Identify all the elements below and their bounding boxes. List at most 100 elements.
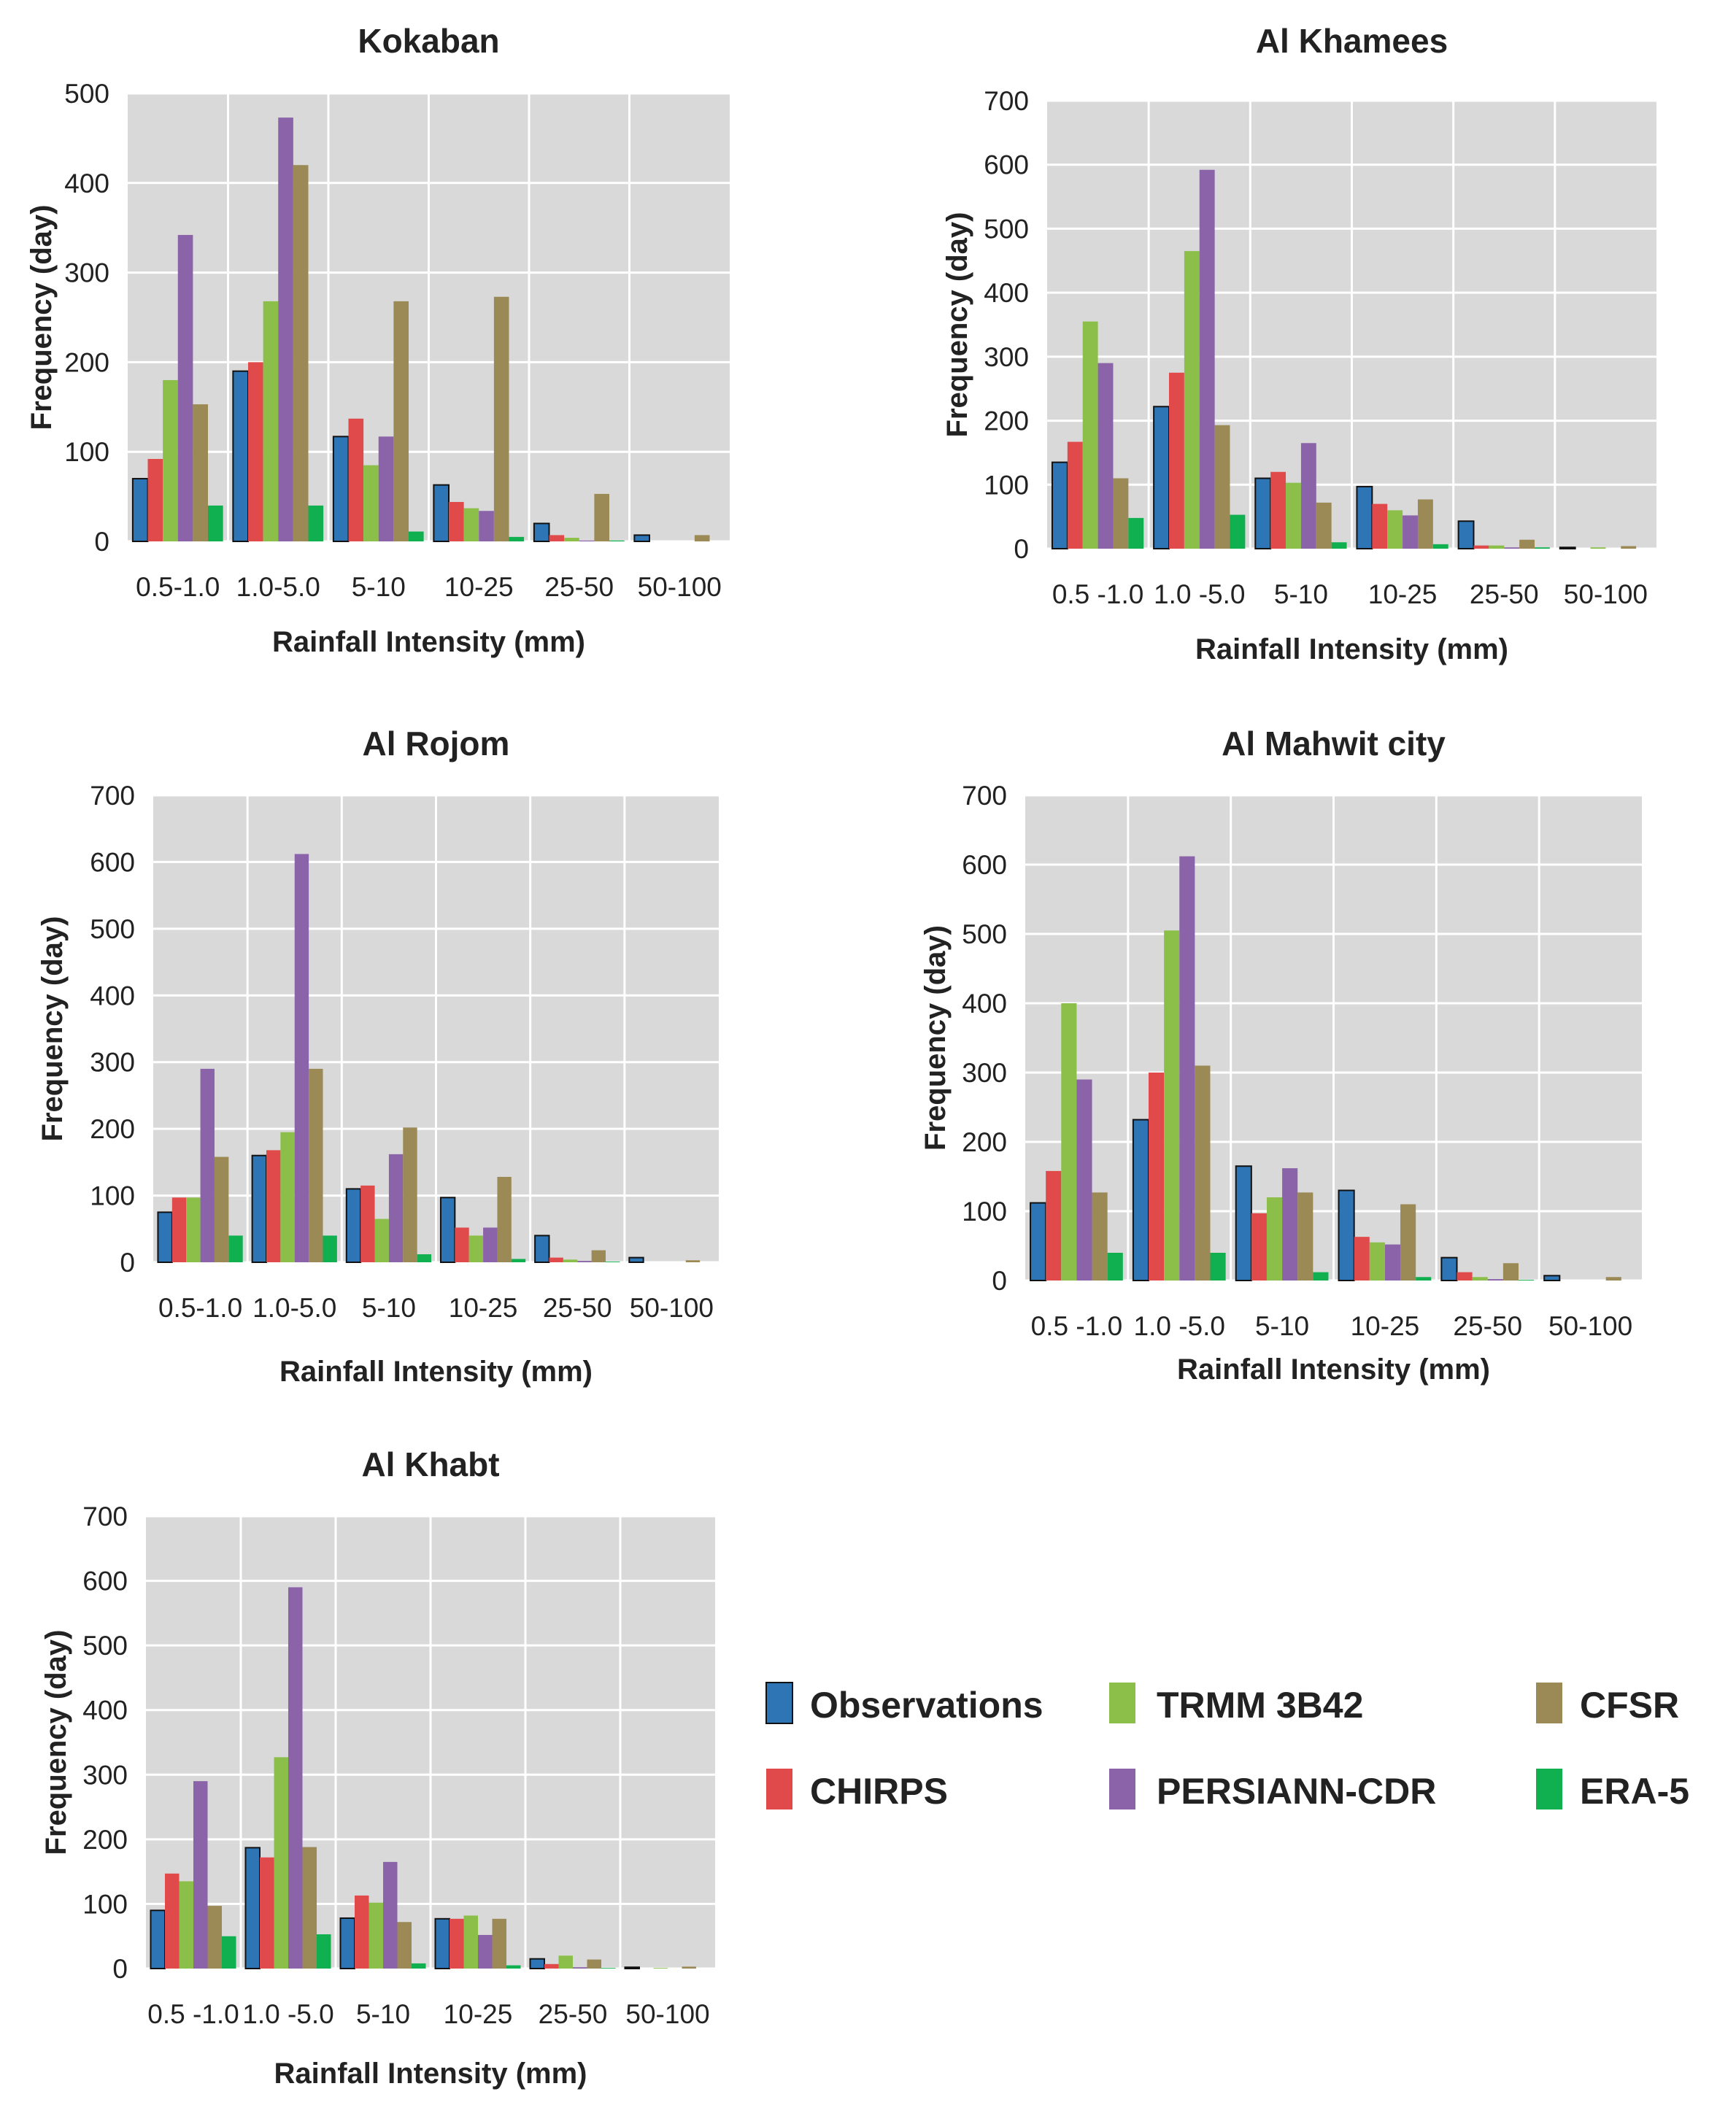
bar-cfsr-0-5-1-0 [1092, 1192, 1108, 1281]
bar-era-5-5-10 [1331, 542, 1347, 549]
bar-observations-1-0-5-0 [251, 1154, 267, 1263]
bar-observations-25-50 [1457, 520, 1475, 549]
bar-observations-50-100 [624, 1966, 640, 1969]
x-tick-label: 5-10 [1274, 579, 1328, 609]
bar-era-5-10-25 [1432, 544, 1448, 549]
y-tick-label: 400 [64, 169, 109, 198]
bar-cfsr-25-50 [1502, 1263, 1519, 1281]
y-tick-label: 400 [90, 981, 135, 1011]
bar-era-5-10-25 [506, 1965, 521, 1969]
bar-chirps-1-0-5-0 [266, 1150, 281, 1262]
legend-item-observations: Observations [765, 1682, 1043, 1726]
y-tick-label: 500 [90, 914, 135, 944]
bar-observations-0-5-1-0 [131, 478, 149, 542]
bar-trmm-3b42-1-0-5-0 [1164, 930, 1180, 1281]
x-axis-label: Rainfall Intensity (mm) [274, 2058, 587, 2090]
bar-observations-10-25 [434, 1917, 450, 1970]
x-tick-label: 50-100 [630, 1293, 714, 1323]
x-tick-label: 1.0 -5.0 [1154, 579, 1245, 609]
y-tick-label: 400 [962, 989, 1007, 1019]
bar-chirps-10-25 [450, 1918, 464, 1969]
chart-kokaban: 0 100 200 300 400 500 0.5-1.0 1.0-5.0 5-10 10-25 2… [26, 22, 730, 658]
bar-era-5-1-0-5-0 [1230, 514, 1246, 549]
x-tick-label: 25-50 [1470, 579, 1539, 609]
y-tick-label: 500 [962, 919, 1007, 949]
bar-persiann-cdr-1-0-5-0 [1199, 169, 1215, 549]
bar-cfsr-50-100 [1621, 546, 1637, 549]
x-tick-label: 5-10 [362, 1293, 416, 1323]
legend-label-era5: ERA-5 [1580, 1771, 1689, 1812]
bar-persiann-cdr-0-5-1-0 [200, 1068, 215, 1262]
x-tick-label: 1.0 -5.0 [1134, 1311, 1225, 1341]
bar-era-5-5-10 [412, 1963, 426, 1969]
bar-cfsr-0-5-1-0 [1113, 478, 1129, 549]
bar-era-5-1-0-5-0 [317, 1934, 331, 1969]
x-axis-label: Rainfall Intensity (mm) [1195, 633, 1508, 665]
y-tick-label: 200 [82, 1825, 128, 1855]
bar-persiann-cdr-0-5-1-0 [1076, 1079, 1092, 1281]
bar-era-5-0-5-1-0 [1128, 517, 1144, 549]
bar-trmm-3b42-25-50 [564, 538, 579, 541]
x-tick-label: 5-10 [352, 572, 406, 602]
x-tick-label: 10-25 [444, 572, 514, 602]
bar-trmm-3b42-10-25 [463, 1915, 478, 1969]
legend-swatch-chirps [766, 1769, 792, 1809]
bar-cfsr-10-25 [492, 1918, 506, 1969]
chart-al-mahwit-city: 0 100 200 300 400 500 600 700 0.5 -1.0 1.0 -5.0 5-… [919, 725, 1642, 1386]
bar-cfsr-0-5-1-0 [207, 1906, 222, 1969]
x-tick-label: 50-100 [625, 1999, 709, 2029]
bar-persiann-cdr-5-10 [383, 1861, 398, 1969]
legend-item-cfsr: CFSR [1536, 1683, 1679, 1726]
bar-observations-1-0-5-0 [244, 1847, 261, 1969]
bar-trmm-3b42-5-10 [363, 465, 379, 541]
bar-era-5-25-50 [1535, 547, 1550, 549]
x-axis-label: Rainfall Intensity (mm) [279, 1356, 593, 1388]
y-axis-label: Frequency (day) [26, 205, 58, 430]
bar-trmm-3b42-0-5-1-0 [1082, 321, 1098, 549]
y-tick-label: 300 [962, 1058, 1007, 1088]
bar-era-5-25-50 [1519, 1280, 1535, 1281]
bar-chirps-0-5-1-0 [1046, 1170, 1062, 1281]
bar-cfsr-0-5-1-0 [193, 404, 208, 541]
x-tick-label: 25-50 [544, 572, 614, 602]
bar-cfsr-10-25 [493, 296, 509, 541]
bar-chirps-5-10 [1270, 471, 1286, 549]
bar-chirps-25-50 [544, 1963, 559, 1969]
y-tick-label: 0 [992, 1266, 1007, 1296]
bar-observations-25-50 [533, 522, 550, 543]
legend-item-chirps: CHIRPS [766, 1769, 948, 1812]
bar-persiann-cdr-25-50 [1504, 547, 1520, 549]
bar-observations-10-25 [439, 1197, 456, 1264]
legend-swatch-observations [765, 1682, 793, 1724]
bar-cfsr-50-100 [694, 535, 710, 541]
bar-chirps-25-50 [549, 1257, 563, 1262]
y-tick-label: 200 [90, 1114, 135, 1144]
y-axis-label: Frequency (day) [40, 1630, 72, 1855]
bar-trmm-3b42-0-5-1-0 [163, 379, 178, 541]
x-tick-label: 0.5 -1.0 [147, 1999, 239, 2029]
bar-observations-5-10 [1235, 1165, 1252, 1281]
bar-persiann-cdr-5-10 [378, 436, 394, 541]
bar-era-5-10-25 [1416, 1277, 1432, 1281]
x-tick-label: 10-25 [444, 1999, 513, 2029]
legend-label-chirps: CHIRPS [810, 1771, 948, 1812]
bar-era-5-0-5-1-0 [222, 1936, 236, 1969]
bar-cfsr-50-100 [685, 1260, 701, 1262]
y-tick-label: 300 [90, 1048, 135, 1078]
legend-swatch-cfsr [1536, 1683, 1562, 1723]
chart-al-khabt: 0 100 200 300 400 500 600 700 0.5 -1.0 1.0 -5.0 5-… [40, 1445, 715, 2090]
bar-era-5-10-25 [509, 536, 525, 541]
bar-persiann-cdr-0-5-1-0 [177, 235, 193, 541]
bar-persiann-cdr-10-25 [1384, 1244, 1401, 1281]
y-tick-label: 100 [984, 470, 1029, 500]
bar-persiann-cdr-5-10 [388, 1154, 404, 1262]
bar-observations-10-25 [433, 484, 450, 542]
bar-cfsr-5-10 [1297, 1192, 1313, 1281]
bar-chirps-5-10 [348, 418, 364, 541]
bar-persiann-cdr-10-25 [483, 1227, 498, 1262]
y-tick-label: 500 [64, 79, 109, 109]
x-tick-label: 50-100 [638, 572, 722, 602]
bar-observations-50-100 [1543, 1275, 1561, 1281]
legend-swatch-era5 [1536, 1769, 1562, 1809]
